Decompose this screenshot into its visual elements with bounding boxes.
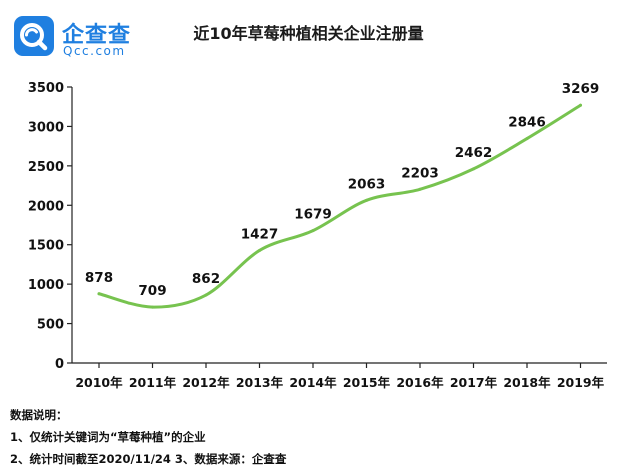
data-label: 2063 <box>348 176 386 192</box>
y-tick-label: 2000 <box>28 199 64 214</box>
x-tick-label: 2012年 <box>182 375 230 390</box>
data-label: 2203 <box>401 165 439 181</box>
y-tick-label: 2500 <box>28 160 64 175</box>
data-point <box>204 293 208 297</box>
data-notes: 数据说明： 1、仅统计关键词为“草莓种植”的企业 2、统计时间截至2020/11… <box>10 404 286 470</box>
data-label: 878 <box>85 270 113 286</box>
data-label: 2462 <box>455 145 493 161</box>
data-label: 1679 <box>294 207 332 223</box>
x-tick-label: 2015年 <box>343 375 391 390</box>
x-tick-label: 2010年 <box>75 375 123 390</box>
brand-name: 企查查 <box>62 23 132 48</box>
x-tick-label: 2017年 <box>450 375 498 390</box>
data-label: 709 <box>138 283 166 299</box>
x-tick-label: 2014年 <box>289 375 337 390</box>
y-tick-label: 1500 <box>28 239 64 254</box>
x-tick-label: 2013年 <box>236 375 284 390</box>
notes-line-2: 2、统计时间截至2020/11/24 3、数据来源：企查查 <box>10 452 287 466</box>
data-label: 3269 <box>562 81 600 97</box>
data-point <box>525 137 529 141</box>
x-tick-label: 2011年 <box>129 375 177 390</box>
data-label: 862 <box>192 271 220 287</box>
y-tick-label: 1000 <box>28 278 64 293</box>
y-tick-label: 3500 <box>28 81 64 96</box>
brand-domain: Qcc.com <box>63 44 126 58</box>
y-tick-label: 500 <box>37 318 64 333</box>
notes-line-1: 1、仅统计关键词为“草莓种植”的企业 <box>10 430 206 444</box>
data-label: 2846 <box>508 115 546 131</box>
data-point <box>97 292 101 296</box>
data-label: 1427 <box>241 226 279 242</box>
brand-logo: 企查查 Qcc.com <box>14 16 144 60</box>
x-tick-label: 2016年 <box>396 375 444 390</box>
x-tick-label: 2018年 <box>503 375 551 390</box>
line-chart: 0 500 1000 1500 2000 2500 3000 3500 2010年 2011年 20… <box>28 81 607 390</box>
data-point <box>418 187 422 191</box>
data-point <box>365 198 368 202</box>
y-tick-label: 3000 <box>28 120 64 135</box>
qcc-logo-icon <box>14 16 54 56</box>
series-line <box>97 103 582 309</box>
notes-heading: 数据说明： <box>10 408 68 422</box>
data-point <box>472 167 475 171</box>
data-point <box>151 305 154 309</box>
data-point <box>258 248 261 252</box>
data-point <box>579 103 582 107</box>
data-point <box>311 229 315 233</box>
chart-title: 近10年草莓种植相关企业注册量 <box>193 24 424 43</box>
x-tick-label: 2019年 <box>557 375 605 390</box>
y-tick-label: 0 <box>55 357 64 372</box>
